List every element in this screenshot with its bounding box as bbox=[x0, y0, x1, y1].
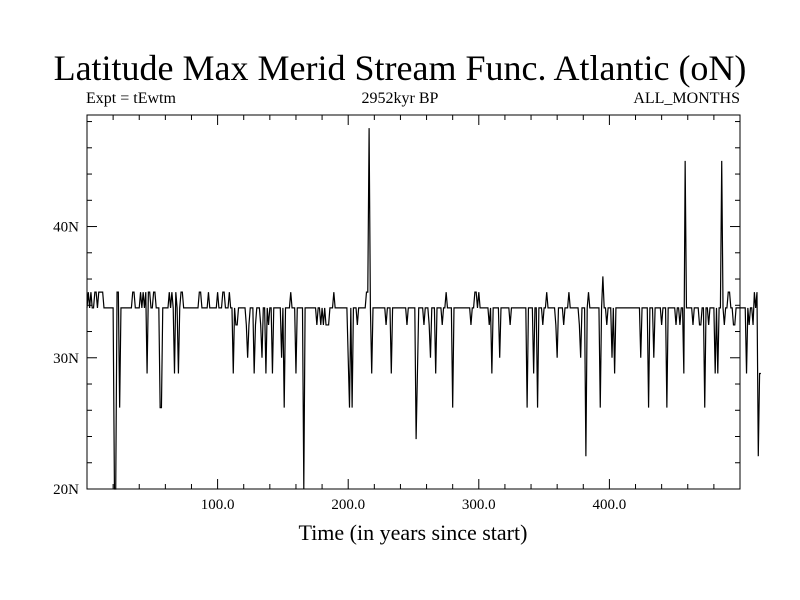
y-tick-label: 30N bbox=[53, 351, 79, 367]
x-tick-label: 200.0 bbox=[331, 497, 365, 513]
months-label: ALL_MONTHS bbox=[633, 90, 740, 107]
axis-ticks bbox=[87, 115, 740, 489]
x-tick-label: 300.0 bbox=[462, 497, 496, 513]
period-label: 2952kyr BP bbox=[361, 90, 439, 107]
x-tick-label: 100.0 bbox=[201, 497, 235, 513]
axis-tick-labels: 100.0 200.0 300.0 400.0 20N 30N 40N bbox=[53, 220, 626, 513]
chart-title: Latitude Max Merid Stream Func. Atlantic… bbox=[53, 48, 747, 88]
series-line bbox=[86, 128, 761, 490]
x-axis-label: Time (in years since start) bbox=[299, 520, 528, 545]
plot-frame bbox=[86, 114, 741, 490]
y-tick-label: 40N bbox=[53, 220, 79, 236]
y-tick-label: 20N bbox=[53, 482, 79, 498]
x-tick-label: 400.0 bbox=[593, 497, 627, 513]
experiment-label: Expt = tEwtm bbox=[86, 90, 176, 107]
